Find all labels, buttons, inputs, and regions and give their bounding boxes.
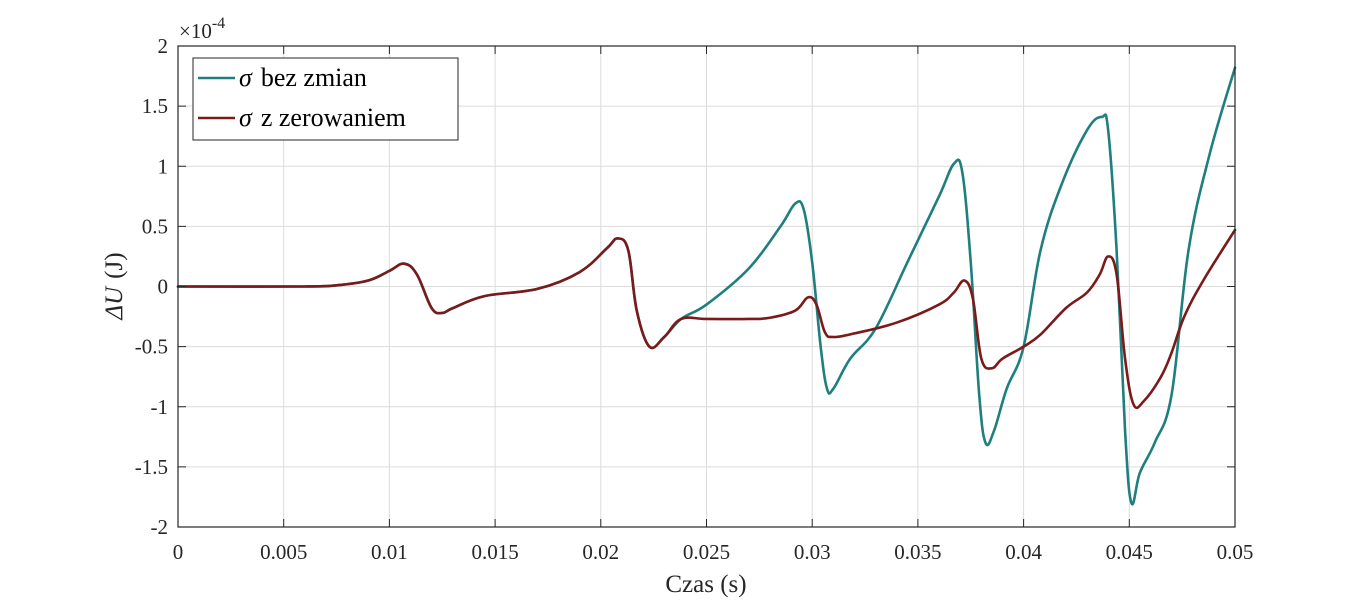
y-axis-multiplier: ×10-4 [179, 15, 225, 43]
x-tick-label: 0.015 [471, 540, 518, 564]
x-tick-label: 0.02 [582, 540, 619, 564]
x-tick-label: 0.025 [683, 540, 730, 564]
x-tick-label: 0.035 [894, 540, 941, 564]
y-tick-label: -2 [151, 515, 169, 539]
y-tick-label: -1.5 [135, 455, 168, 479]
y-tick-label: 1.5 [142, 94, 168, 118]
legend-box [192, 57, 459, 141]
x-tick-label: 0.05 [1217, 540, 1254, 564]
y-tick-label: 2 [158, 34, 169, 58]
x-tick-label: 0.03 [794, 540, 831, 564]
series-lines [176, 66, 1237, 506]
y-axis-label: ΔU(J) [101, 252, 128, 320]
x-tick-label: 0.01 [371, 540, 408, 564]
x-axis-label: Czas (s) [665, 571, 746, 598]
y-tick-label: -1 [151, 395, 169, 419]
x-tick-label: 0.04 [1005, 540, 1042, 564]
legend-entry-bez-zmian: σ bez zmian [239, 63, 367, 92]
x-tick-label: 0 [173, 540, 184, 564]
x-tick-label: 0.045 [1106, 540, 1153, 564]
y-tick-label: 0 [158, 275, 169, 299]
x-tick-labels: 0 0.005 0.01 0.015 0.02 0.025 0.03 0.035 0.04 0.0… [173, 540, 1254, 564]
y-tick-label: -0.5 [135, 335, 168, 359]
y-tick-label: 0.5 [142, 214, 168, 238]
series-line-1 [176, 228, 1237, 410]
y-tick-labels: 2 1.5 1 0.5 0 -0.5 -1 -1.5 -2 [135, 34, 168, 539]
axis-ticks [177, 45, 1236, 528]
y-tick-label: 1 [158, 154, 169, 178]
x-tick-label: 0.005 [260, 540, 307, 564]
